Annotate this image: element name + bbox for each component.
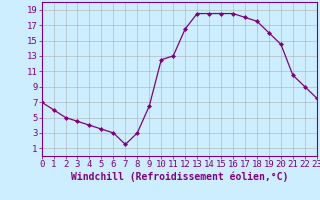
X-axis label: Windchill (Refroidissement éolien,°C): Windchill (Refroidissement éolien,°C)	[70, 172, 288, 182]
